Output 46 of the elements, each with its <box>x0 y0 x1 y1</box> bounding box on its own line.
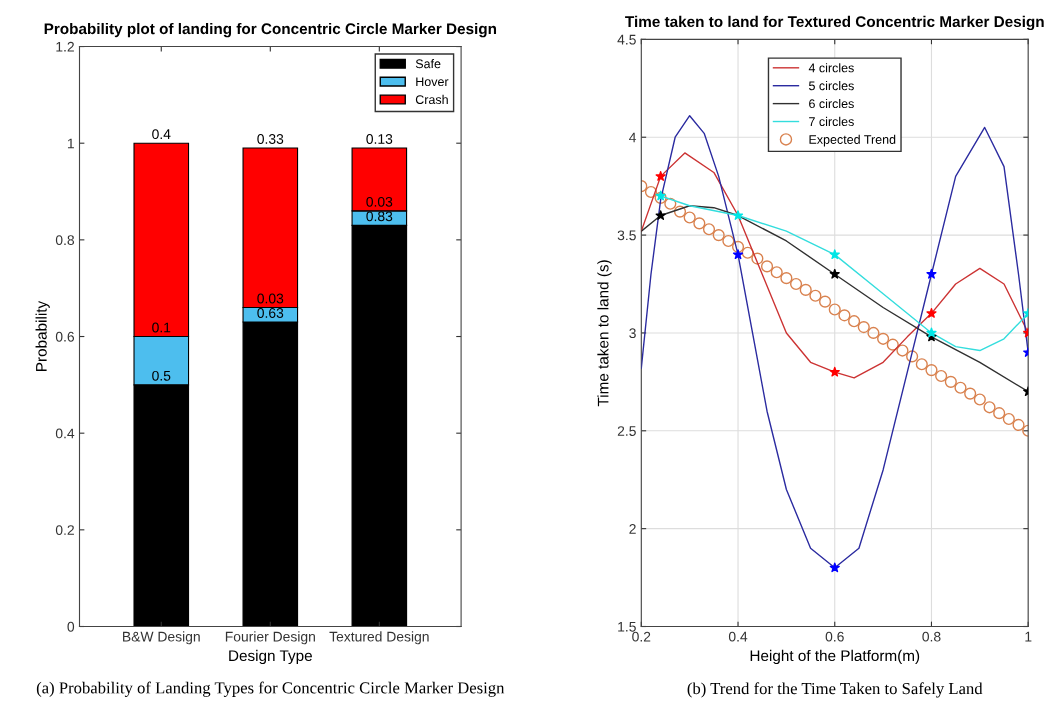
legend-label: Expected Trend <box>809 134 896 147</box>
x-axis-title: Height of the Platform(m) <box>750 649 920 665</box>
data-label: 0.03 <box>257 293 284 304</box>
text: (a) Probability of Landing Types for Concentric Circle Marker Design <box>36 681 505 697</box>
legend-label: 4 circles <box>808 63 854 73</box>
y-tick-label: 4 <box>629 132 637 143</box>
chart-title: Probability plot of landing for Concentric Circle Marker Design <box>44 22 497 38</box>
data-label: 0.83 <box>366 211 393 222</box>
data-label: 0.13 <box>366 134 393 144</box>
y-tick-label: 2 <box>629 523 636 534</box>
x-tick-label: 0.4 <box>728 631 748 642</box>
y-tick-label: 2.5 <box>617 426 636 436</box>
data-label: 0.33 <box>257 134 284 144</box>
data-label: 0.4 <box>152 129 171 140</box>
y-tick-label: 1.5 <box>618 621 636 632</box>
y-axis-title: Probability <box>35 300 50 371</box>
y-tick-label: 4.5 <box>617 34 636 45</box>
y-tick-label: 0.2 <box>55 525 74 536</box>
data-label: 0.1 <box>152 322 171 333</box>
y-tick-label: 0.6 <box>55 331 75 342</box>
data-label: 0.5 <box>152 370 171 381</box>
x-tick-label: Fourier Design <box>225 631 315 645</box>
legend-label: 7 circles <box>809 116 854 127</box>
legend-label: Safe <box>415 59 441 69</box>
x-axis-title: Design Type <box>229 649 312 665</box>
y-tick-label: 3 <box>629 328 636 339</box>
y-tick-label: 1 <box>67 138 74 149</box>
x-tick-label: 0.6 <box>825 631 844 642</box>
y-tick-label: 1.2 <box>56 41 74 52</box>
legend-label: 5 circles <box>808 81 854 91</box>
data-label: 0.63 <box>257 308 284 318</box>
data-label: 0.03 <box>366 196 393 207</box>
x-tick-label: B&W Design <box>123 631 200 645</box>
legend-label: Crash <box>415 94 448 105</box>
y-tick-label: 0.8 <box>55 235 75 246</box>
y-axis-title: Time taken to land (s) <box>597 260 612 407</box>
legend-label: 6 circles <box>809 98 854 109</box>
text: (b) Trend for the Time Taken to Safely Land <box>687 682 983 698</box>
y-tick-label: 0.4 <box>55 428 75 439</box>
x-tick-label: 1 <box>1025 631 1032 642</box>
chart-title: Time taken to land for Textured Concentric Marker Design <box>625 15 1044 31</box>
legend-label: Hover <box>416 77 449 87</box>
x-tick-label: 0.8 <box>922 631 941 642</box>
x-tick-label: Textured Design <box>329 631 429 645</box>
y-tick-label: 0 <box>67 621 75 632</box>
y-tick-label: 3.5 <box>617 230 636 241</box>
